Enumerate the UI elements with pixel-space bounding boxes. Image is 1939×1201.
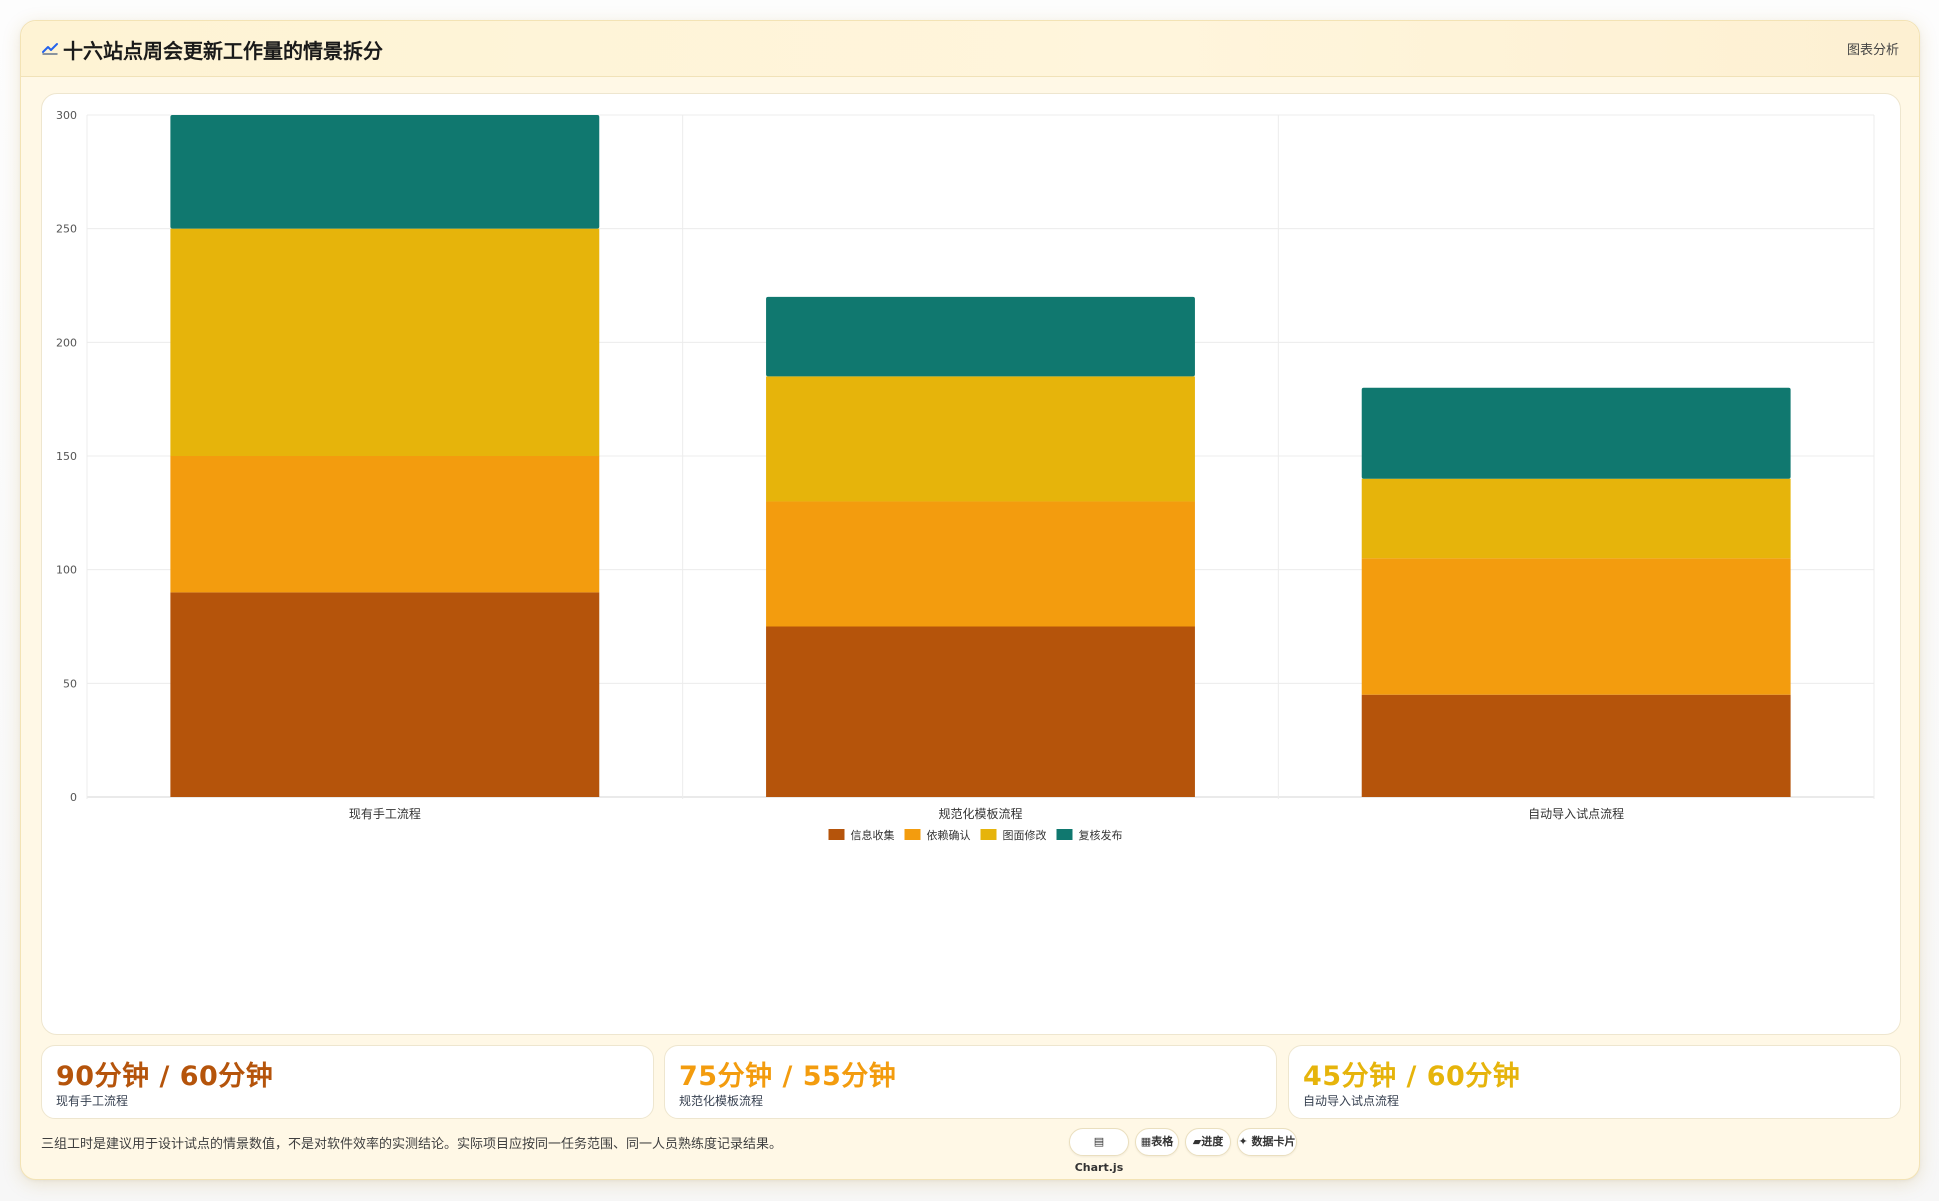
y-tick-label: 200	[56, 336, 77, 349]
legend-label: 信息收集	[851, 828, 895, 842]
chart-wave-icon	[42, 43, 58, 55]
bar-segment	[170, 228, 600, 456]
legend-swatch	[1056, 829, 1073, 840]
bar-segment	[766, 296, 1195, 377]
bar-segment	[766, 376, 1195, 502]
stat-label: 现有手工流程	[56, 1094, 129, 1108]
chart-panel: 0 50 100 150 200 250 300 现有手工流程 规范化模板流程 自动导入试点流程信…	[41, 93, 1901, 1035]
legend-label: 依赖确认	[927, 829, 971, 842]
bar-segment	[170, 456, 600, 593]
progress-icon: ▰	[1192, 1135, 1202, 1148]
chart-card: 十六站点周会更新工作量的情景拆分 图表分析 0 50 100 150 200 250 300…	[20, 20, 1920, 1180]
legend-label: 复核发布	[1079, 828, 1123, 842]
stat-value: 75分钟 / 55分钟	[679, 1061, 897, 1092]
tag-label: 进度	[1201, 1135, 1224, 1148]
stat-card-template: 75分钟 / 55分钟 规范化模板流程	[664, 1045, 1277, 1119]
tag-label: 表格	[1151, 1135, 1174, 1148]
bar-segment	[1361, 478, 1791, 559]
y-tick-label: 300	[56, 109, 77, 122]
y-tick-label: 100	[56, 564, 77, 577]
x-tick-label: 规范化模板流程	[938, 806, 1022, 821]
x-tick-label: 现有手工流程	[349, 806, 421, 821]
x-tick-label: 自动导入试点流程	[1528, 806, 1624, 821]
bar-segment	[1361, 558, 1791, 695]
bar-segment	[170, 115, 600, 229]
bar-segment	[1361, 387, 1791, 479]
stacked-bar-chart: 0 50 100 150 200 250 300 现有手工流程 规范化模板流程 自动导入试点流程信…	[56, 109, 1875, 842]
y-tick-label: 250	[56, 223, 77, 236]
stat-label: 规范化模板流程	[679, 1094, 764, 1108]
sparkle-icon: ✦	[1238, 1135, 1248, 1148]
stat-card-row: 90分钟 / 60分钟 现有手工流程 75分钟 / 55分钟 规范化模板流程 4…	[41, 1045, 1901, 1119]
chart-analysis-link[interactable]: 图表分析	[1846, 43, 1899, 58]
bar-segment	[170, 592, 600, 797]
tag-label: 数据卡片	[1251, 1135, 1296, 1148]
y-tick-label: 150	[56, 450, 77, 463]
tag-table[interactable]: ▦表格	[1135, 1128, 1179, 1156]
tag-data-card[interactable]: ✦ 数据卡片	[1237, 1128, 1297, 1156]
stat-value: 90分钟 / 60分钟	[56, 1061, 274, 1092]
table-icon: ▦	[1140, 1135, 1152, 1148]
legend-swatch	[828, 829, 845, 840]
y-tick-label: 0	[70, 791, 77, 804]
stat-card-auto: 45分钟 / 60分钟 自动导入试点流程	[1288, 1045, 1901, 1119]
legend-swatch	[904, 829, 921, 840]
stat-label: 自动导入试点流程	[1303, 1094, 1400, 1108]
legend-swatch	[980, 829, 997, 840]
y-tick-label: 50	[63, 677, 77, 690]
chart-icon: ▤	[1093, 1135, 1105, 1148]
footnote: 三组工时是建议用于设计试点的情景数值，不是对软件效率的实测结论。实际项目应按同一…	[41, 1137, 783, 1152]
tag-progress[interactable]: ▰进度	[1185, 1128, 1231, 1156]
page-title: 十六站点周会更新工作量的情景拆分	[63, 39, 383, 63]
stat-card-manual: 90分钟 / 60分钟 现有手工流程	[41, 1045, 654, 1119]
tag-label: Chart.js	[1074, 1161, 1124, 1174]
bar-segment	[766, 626, 1195, 797]
card-header: 十六站点周会更新工作量的情景拆分 图表分析	[21, 21, 1919, 77]
legend-label: 图面修改	[1003, 828, 1047, 842]
tag-chartjs[interactable]: ▤ Chart.js	[1069, 1128, 1129, 1174]
bar-segment	[766, 501, 1195, 627]
bar-segment	[1361, 694, 1791, 797]
stat-value: 45分钟 / 60分钟	[1303, 1061, 1521, 1092]
